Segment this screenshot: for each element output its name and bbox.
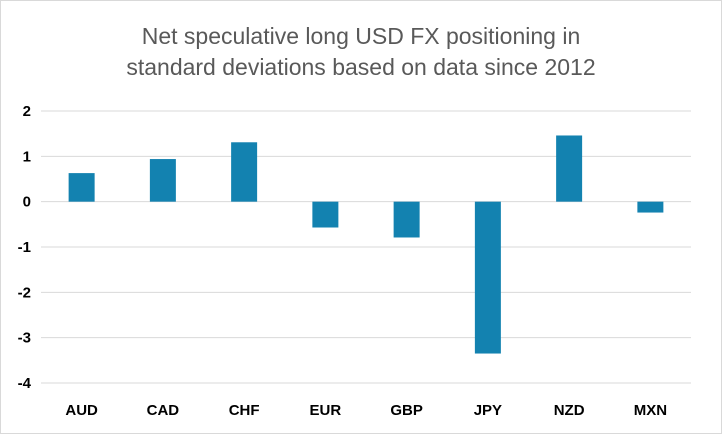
bar-nzd xyxy=(556,135,583,202)
y-tick-label: -4 xyxy=(18,375,32,392)
x-tick-label-nzd: NZD xyxy=(554,402,585,419)
bar-cad xyxy=(149,159,176,202)
x-tick-label-cad: CAD xyxy=(147,402,180,419)
bar-jpy xyxy=(474,201,501,354)
gridlines xyxy=(41,110,691,384)
bar-mxn xyxy=(637,201,664,213)
y-axis-tick-labels: 2 1 0 -1 -2 -3 -4 xyxy=(18,103,32,392)
bar-chf xyxy=(231,142,258,202)
x-tick-label-chf: CHF xyxy=(229,402,260,419)
y-tick-label: -2 xyxy=(18,284,31,301)
x-tick-label-gbp: GBP xyxy=(390,402,423,419)
x-axis-tick-labels: AUD CAD CHF EUR GBP JPY NZD MXN xyxy=(65,402,667,419)
x-tick-label-aud: AUD xyxy=(65,402,98,419)
y-tick-label: 1 xyxy=(23,148,31,165)
x-tick-label-eur: EUR xyxy=(310,402,342,419)
chart-title: Net speculative long USD FX positioning … xyxy=(1,21,721,83)
x-tick-label-jpy: JPY xyxy=(474,402,502,419)
bar-aud xyxy=(68,173,95,202)
bars xyxy=(68,135,664,354)
chart-title-line-1: Net speculative long USD FX positioning … xyxy=(141,23,581,49)
y-tick-label: -1 xyxy=(18,239,31,256)
chart-title-line-2: standard deviations based on data since … xyxy=(126,54,596,80)
y-tick-label: -3 xyxy=(18,330,31,347)
y-tick-label: 2 xyxy=(23,103,31,120)
bar-eur xyxy=(312,201,339,228)
y-tick-label: 0 xyxy=(23,194,31,211)
bar-gbp xyxy=(393,201,420,238)
x-tick-label-mxn: MXN xyxy=(634,402,667,419)
